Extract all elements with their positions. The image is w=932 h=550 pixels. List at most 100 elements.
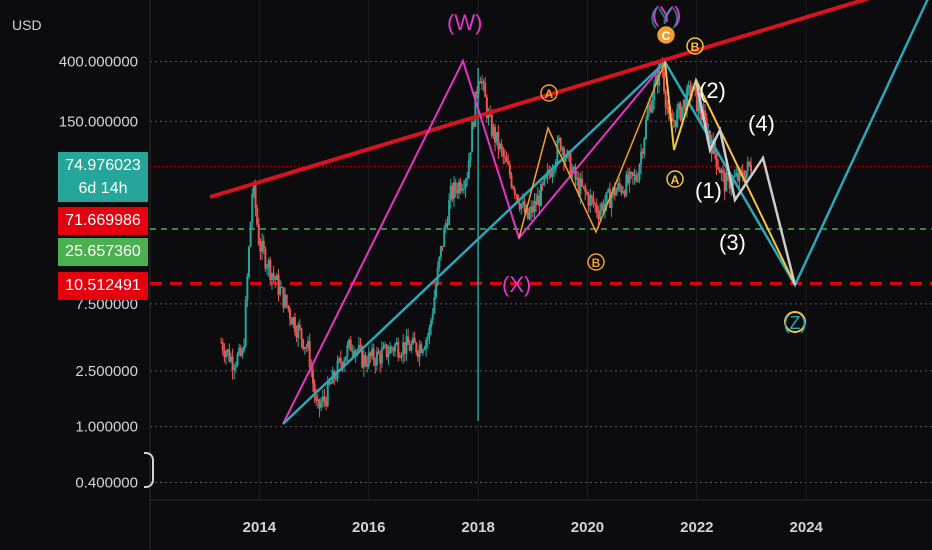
candle-body xyxy=(599,210,602,220)
candle-body xyxy=(671,117,674,122)
candle-body xyxy=(633,174,636,176)
candle-body xyxy=(393,344,396,352)
candle-body xyxy=(530,206,533,213)
x-tick-label: 2014 xyxy=(243,519,277,536)
candle-body xyxy=(418,344,421,358)
candle-body xyxy=(446,223,449,225)
wave-label-1: (1) xyxy=(695,178,722,203)
candle-body xyxy=(622,191,625,193)
candle-body xyxy=(461,188,464,191)
candle-body xyxy=(313,383,316,397)
candle-body xyxy=(254,183,257,209)
candle-body xyxy=(274,276,277,281)
svg-text:A: A xyxy=(545,87,554,101)
candle-body xyxy=(385,344,388,357)
candle-body xyxy=(736,173,739,181)
candle-body xyxy=(336,360,339,379)
x-tick-label: 2020 xyxy=(571,519,604,536)
candle-body xyxy=(262,240,265,249)
x-tick-label: 2022 xyxy=(680,519,713,536)
candle-body xyxy=(674,120,677,127)
candle-body xyxy=(439,246,442,257)
candle-body xyxy=(681,106,684,121)
candle-body xyxy=(284,294,287,308)
candle-body xyxy=(223,350,226,358)
candle-body xyxy=(228,349,231,362)
candle-body xyxy=(682,99,685,107)
candle-body xyxy=(664,91,667,107)
candle-body xyxy=(528,212,531,219)
candle-body xyxy=(261,240,264,252)
candle-body xyxy=(474,91,477,127)
candle-body xyxy=(562,148,565,162)
wave-label-2: (2) xyxy=(699,78,726,103)
candle-body xyxy=(689,85,692,96)
candle-body xyxy=(390,346,393,349)
candle-body xyxy=(667,109,670,113)
candle-body xyxy=(648,104,651,111)
candle-countdown: 6d 14h xyxy=(78,180,128,197)
wave-label-w: (W) xyxy=(447,10,482,35)
candle-body xyxy=(544,175,547,179)
candle-body xyxy=(538,195,541,206)
candle-body xyxy=(315,396,318,401)
candle-body xyxy=(400,355,403,358)
candle-body xyxy=(362,354,365,368)
candle-body xyxy=(467,160,470,179)
axis-labels: 400.000000 150.000000 7.500000 2.500000 1.00… xyxy=(59,54,824,536)
candle-body xyxy=(654,74,657,84)
candle-body xyxy=(369,352,372,357)
candle-body xyxy=(361,346,364,368)
candle-body xyxy=(428,327,431,338)
candle-body xyxy=(231,356,234,370)
candle-body xyxy=(220,342,223,344)
candle-body xyxy=(748,161,751,165)
candle-body xyxy=(256,208,259,225)
scale-toggle-handle[interactable] xyxy=(144,452,154,488)
wave-badge-b-orange: B xyxy=(587,253,605,271)
candle-body xyxy=(389,346,392,354)
candle-body xyxy=(435,284,438,298)
candle-body xyxy=(244,299,247,347)
candle-body xyxy=(649,104,652,113)
candle-body xyxy=(344,356,347,361)
candle-body xyxy=(585,191,588,195)
candle-body xyxy=(420,344,423,353)
y-tick-label: 400.000000 xyxy=(59,54,138,71)
candle-body xyxy=(316,399,319,401)
candle-body xyxy=(292,317,295,325)
candle-body xyxy=(735,173,738,176)
candle-body xyxy=(433,297,436,314)
candle-body xyxy=(535,200,538,206)
candle-body xyxy=(628,172,631,184)
candle-body xyxy=(334,378,337,380)
candle-body xyxy=(305,346,308,348)
candle-body xyxy=(387,353,390,357)
candle-body xyxy=(659,63,662,65)
candle-body xyxy=(300,328,303,340)
candle-body xyxy=(672,120,675,122)
candle-body xyxy=(466,178,469,181)
candle-body xyxy=(238,347,241,355)
candle-body xyxy=(492,126,495,136)
candle-body xyxy=(569,153,572,177)
candle-body xyxy=(225,352,228,358)
current-price-value: 74.976023 xyxy=(65,157,141,174)
candle-body xyxy=(221,342,224,351)
candle-body xyxy=(581,178,584,186)
candle-body xyxy=(610,195,613,208)
candle-body xyxy=(472,122,475,127)
candle-body xyxy=(480,81,483,84)
candle-body xyxy=(277,275,280,295)
candle-body xyxy=(725,172,728,192)
candle-body xyxy=(728,174,731,189)
candle-body xyxy=(371,348,374,357)
candle-body xyxy=(380,349,383,364)
candle-body xyxy=(587,194,590,206)
candle-body xyxy=(564,157,567,162)
candle-body xyxy=(738,169,741,181)
candle-body xyxy=(251,194,254,223)
candle-body xyxy=(589,195,592,206)
candle-body xyxy=(341,362,344,368)
